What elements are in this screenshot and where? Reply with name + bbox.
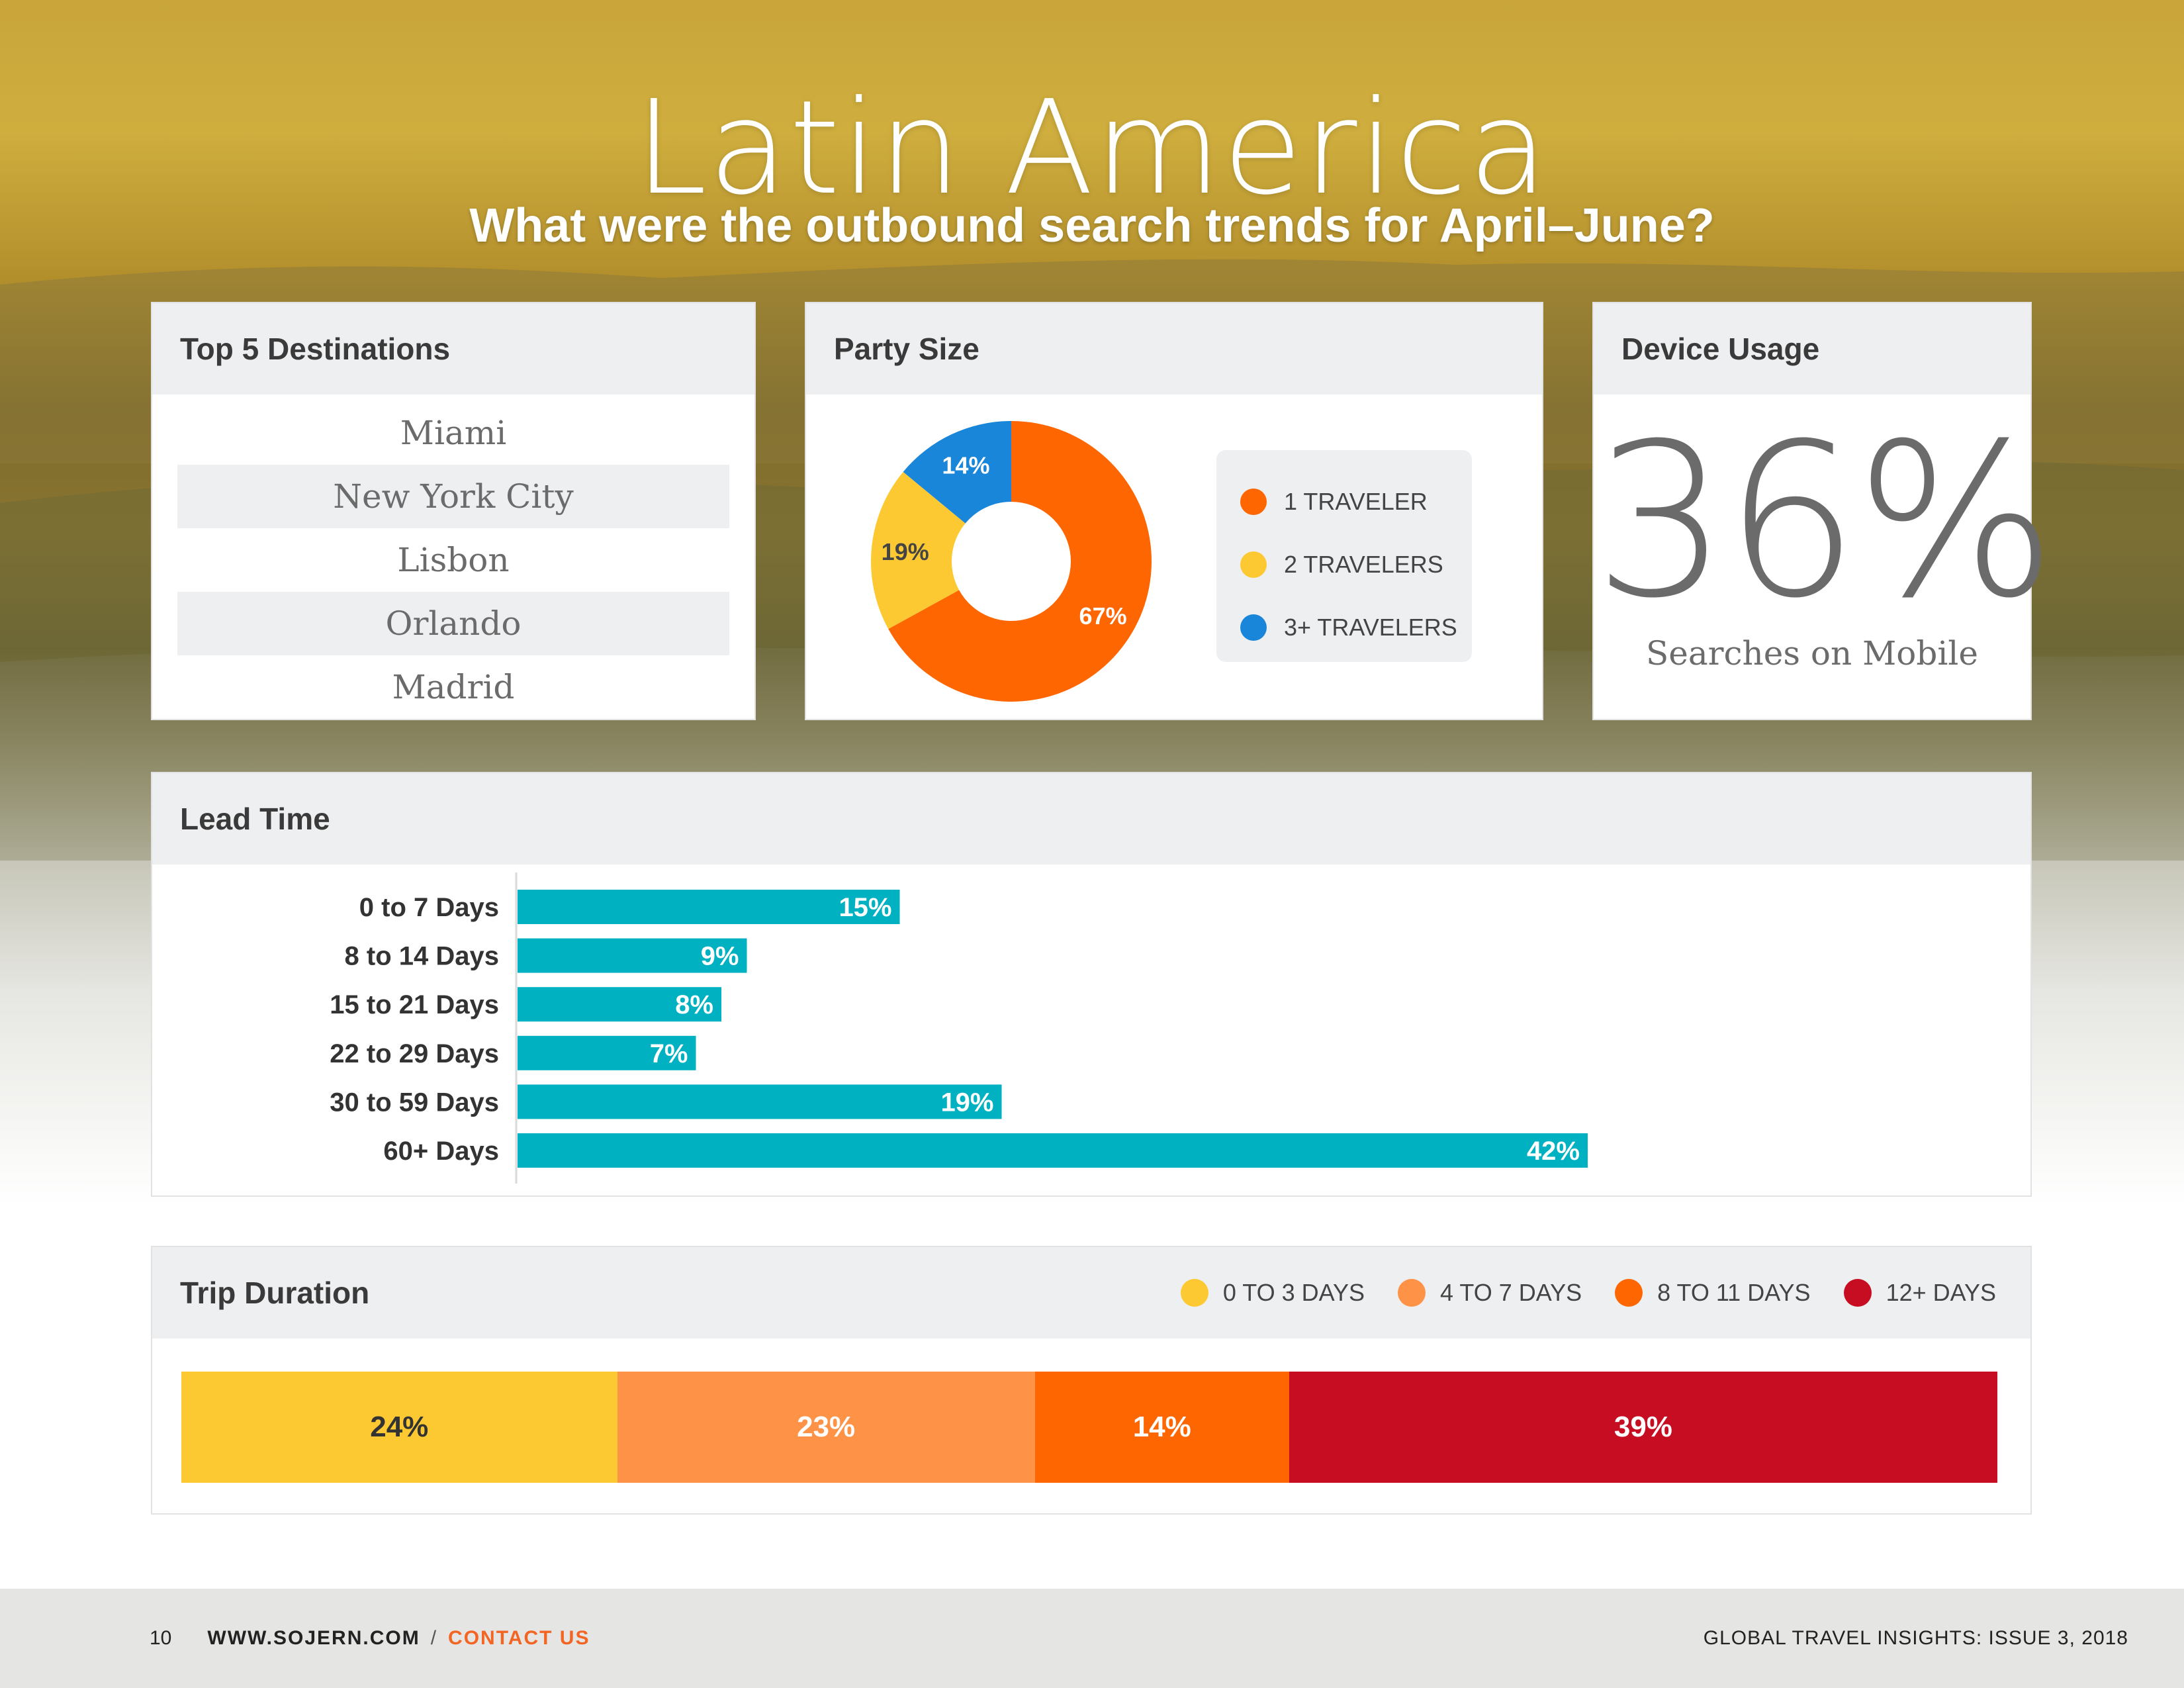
donut-slice-label: 19% [882,538,929,565]
trip-duration-legend: 0 TO 3 DAYS 4 TO 7 DAYS 8 TO 11 DAYS 12+… [1148,1279,1996,1307]
legend-item: 3+ TRAVELERS [1240,596,1472,659]
lead-time-bar-label: 15% [839,893,891,922]
lead-time-category-label: 0 to 7 Days [359,893,499,922]
page-footer: 10 WWW.SOJERN.COM / CONTACT US GLOBAL TR… [0,1589,2184,1688]
light-orange-dot-icon [1398,1279,1426,1307]
legend-item: 0 TO 3 DAYS [1180,1279,1365,1307]
legend-item: 2 TRAVELERS [1240,533,1472,596]
legend-label: 4 TO 7 DAYS [1440,1279,1582,1306]
destination-item: Madrid [392,668,515,706]
page-number: 10 [150,1627,172,1649]
red-dot-icon [1843,1279,1872,1307]
legend-label: 1 TRAVELER [1284,487,1428,515]
lead-time-category-label: 8 to 14 Days [345,942,499,971]
trip-duration-segment: 23% [617,1372,1035,1483]
lead-time-bar-chart: 0 to 7 Days 15% 8 to 14 Days 9% 15 to 21 Day… [330,872,1588,1184]
footer-left: 10 WWW.SOJERN.COM / CONTACT US [150,1627,590,1650]
lead-time-bar-label: 7% [650,1039,688,1068]
lead-time-card: Lead Time 0 to 7 Days 15% 8 to 14 Days 9% 15… [151,772,2032,1197]
lead-time-bar [518,938,747,973]
trip-duration-segment: 39% [1289,1372,1997,1483]
lead-time-bar-label: 19% [940,1088,993,1117]
legend-item: 4 TO 7 DAYS [1398,1279,1582,1307]
lead-time-bar [518,987,721,1022]
lead-time-bar-label: 9% [701,942,739,971]
donut-slice [871,471,966,630]
lead-time-bar [518,1035,696,1070]
destination-list: Miami New York City Lisbon Orlando Madri… [152,395,754,719]
party-size-title: Party Size [806,303,1542,395]
lead-time-title: Lead Time [152,773,2030,865]
legend-label: 2 TRAVELERS [1284,550,1443,578]
destination-item: New York City [177,465,729,528]
destination-item: Miami [400,414,507,452]
mobile-share-caption: Searches on Mobile [1646,634,1978,673]
top-destinations-title: Top 5 Destinations [152,303,754,395]
trip-duration-card: Trip Duration 0 TO 3 DAYS 4 TO 7 DAYS 8 … [151,1246,2032,1515]
trip-duration-header: Trip Duration 0 TO 3 DAYS 4 TO 7 DAYS 8 … [152,1247,2030,1338]
lead-time-bar [518,1133,1588,1168]
trip-duration-segment-label: 23% [797,1411,856,1443]
device-usage-card: Device Usage 36% Searches on Mobile [1592,302,2056,720]
trip-duration-stacked-bar: 24% 23% 14% 39% [181,1372,1997,1483]
lead-time-bar [518,1084,1002,1119]
party-size-card: Party Size 67% 19% 14% 1 TRAVELER 2 TRAVEL… [805,302,1543,720]
page-subtitle: What were the outbound search trends for… [469,199,1715,252]
yellow-dot-icon [1240,551,1267,578]
party-size-donut-chart: 67% 19% 14% [871,421,1152,702]
lead-time-category-label: 22 to 29 Days [330,1039,499,1068]
lead-time-bar-label: 42% [1527,1137,1580,1166]
legend-item: 1 TRAVELER [1240,470,1472,533]
lead-time-category-label: 60+ Days [383,1137,499,1166]
legend-label: 8 TO 11 DAYS [1657,1279,1811,1306]
page-title: Latin America [635,73,1549,224]
website-link[interactable]: WWW.SOJERN.COM [207,1627,420,1649]
legend-label: 12+ DAYS [1886,1279,1996,1306]
legend-label: 3+ TRAVELERS [1284,613,1457,641]
donut-slice [888,421,1152,702]
orange-dot-icon [1615,1279,1643,1307]
lead-time-bar [518,890,900,924]
contact-us-link[interactable]: CONTACT US [448,1627,590,1649]
yellow-dot-icon [1180,1279,1208,1307]
trip-duration-segment-label: 39% [1614,1411,1672,1443]
trip-duration-segment: 24% [181,1372,617,1483]
party-size-legend: 1 TRAVELER 2 TRAVELERS 3+ TRAVELERS [1216,450,1472,662]
donut-slice-label: 67% [1079,602,1127,630]
top-destinations-card: Top 5 Destinations Miami New York City L… [151,302,756,720]
donut-slice [903,421,1011,524]
donut-slice-label: 14% [942,451,989,479]
trip-duration-title: Trip Duration [180,1276,370,1310]
destination-item: Lisbon [397,541,510,579]
lead-time-category-label: 15 to 21 Days [330,990,499,1019]
publication-title: GLOBAL TRAVEL INSIGHTS: ISSUE 3, 2018 [1703,1627,2128,1649]
trip-duration-segment: 14% [1034,1372,1289,1483]
trip-duration-segment-label: 24% [370,1411,429,1443]
blue-dot-icon [1240,614,1267,641]
footer-separator: / [430,1627,438,1649]
lead-time-bar-label: 8% [675,990,713,1019]
destination-item: Orlando [177,592,729,655]
legend-label: 0 TO 3 DAYS [1222,1279,1365,1306]
trip-duration-segment-label: 14% [1132,1411,1191,1443]
legend-item: 12+ DAYS [1843,1279,1996,1307]
legend-item: 8 TO 11 DAYS [1615,1279,1811,1307]
mobile-share-value: 36% [1594,399,2056,645]
device-usage-title: Device Usage [1594,303,2030,395]
lead-time-category-label: 30 to 59 Days [330,1088,499,1117]
orange-dot-icon [1240,488,1267,515]
